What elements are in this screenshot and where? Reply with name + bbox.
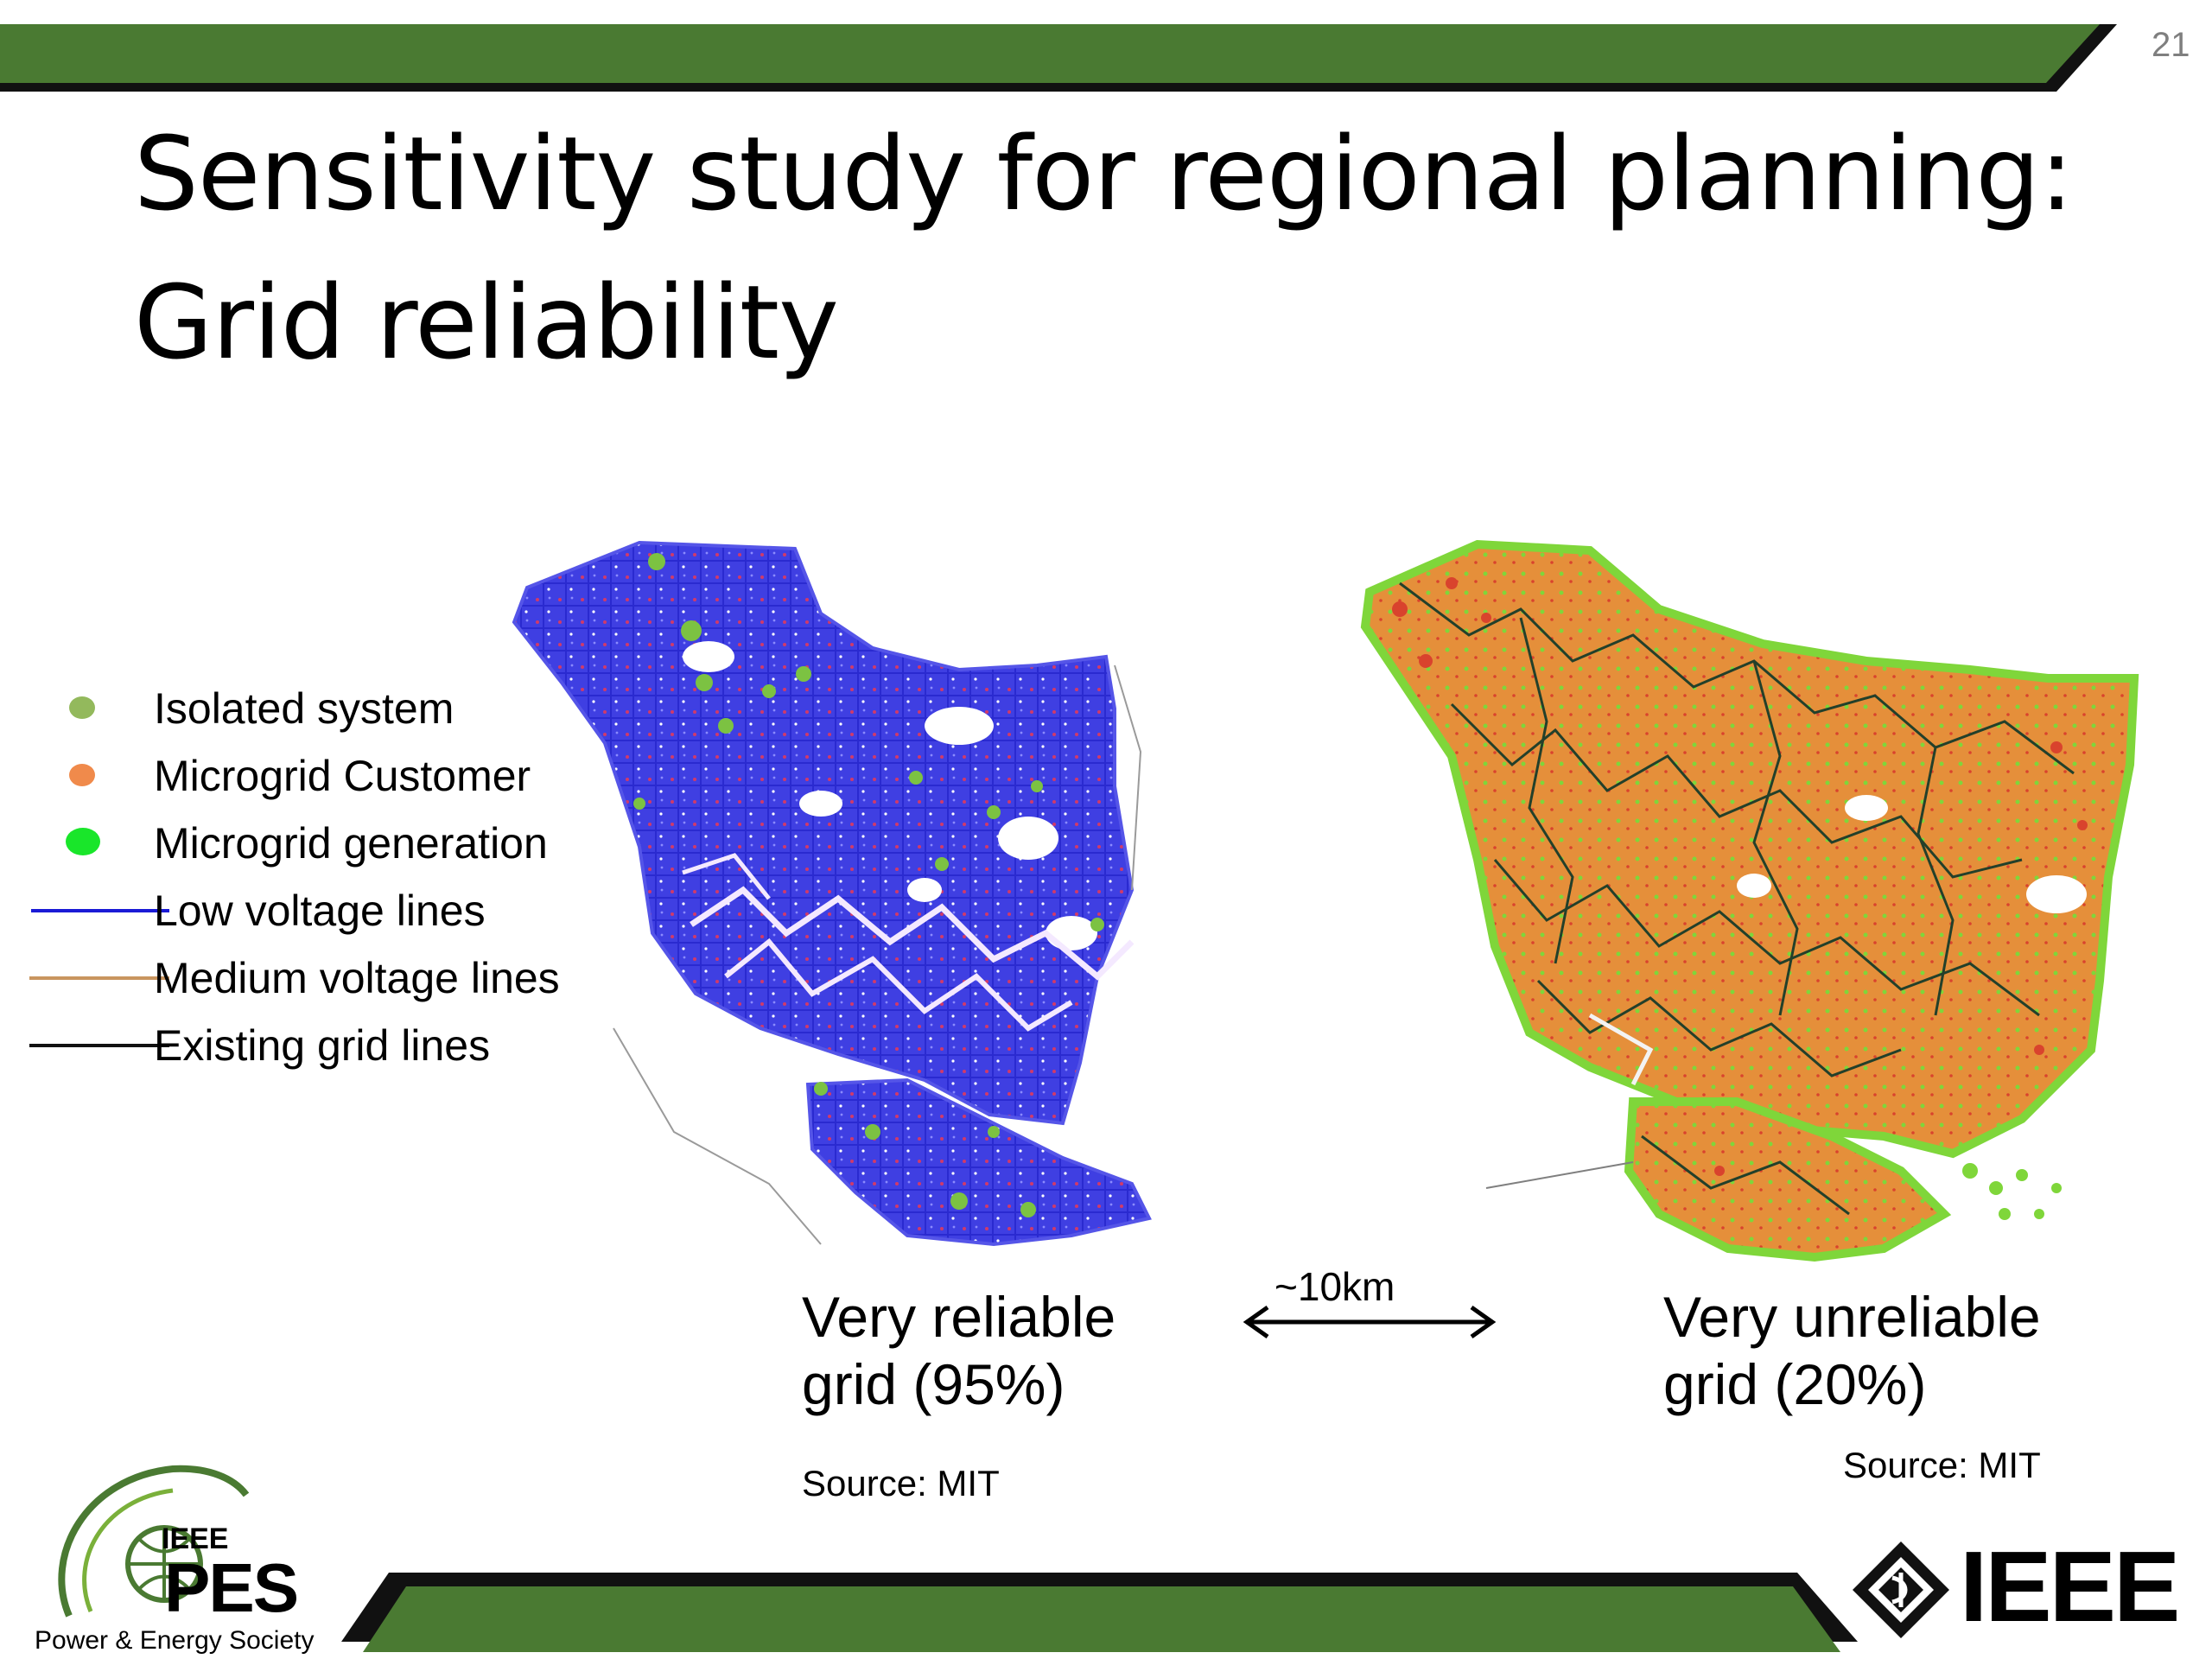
ieee-pes-logo: IEEE PES Power & Energy Society xyxy=(26,1460,320,1659)
scale-label: ~10km xyxy=(1274,1264,1395,1309)
pes-wordmark: PES xyxy=(164,1549,299,1626)
isolated-system-dot-icon xyxy=(69,696,95,719)
unreliable-grid-map xyxy=(1360,539,2139,1262)
legend-item-low-voltage-lines: Low voltage lines xyxy=(26,885,588,937)
microgrid-customer-dot-icon xyxy=(69,764,95,786)
low-voltage-line-icon xyxy=(31,909,169,912)
reliable-grid-map xyxy=(512,540,1152,1247)
pes-society-name: Power & Energy Society xyxy=(35,1626,315,1655)
ieee-logo: IEEE xyxy=(1849,1530,2203,1643)
unreliable-grid-caption: Very unreliable grid (20%) xyxy=(1663,1285,2041,1416)
ieee-diamond-icon xyxy=(1853,1541,1949,1638)
page-number: 21 xyxy=(2152,26,2190,64)
reliable-grid-caption: Very reliable grid (95%) xyxy=(802,1285,1116,1416)
title-line-2: Grid reliability xyxy=(134,263,839,382)
legend-item-existing-grid-lines: Existing grid lines xyxy=(26,1020,588,1071)
bottom-band xyxy=(341,1573,1858,1652)
microgrid-generation-dot-icon xyxy=(66,828,100,855)
existing-grid-line-icon xyxy=(29,1044,169,1047)
legend-item-microgrid-generation: Microgrid generation xyxy=(26,817,588,869)
slide-title: Sensitivity study for regional planning:… xyxy=(134,99,2121,397)
left-map-source: Source: MIT xyxy=(802,1463,1000,1503)
top-band xyxy=(0,24,2117,92)
right-map-source: Source: MIT xyxy=(1843,1445,2041,1485)
title-line-1: Sensitivity study for regional planning: xyxy=(134,114,2074,233)
legend-item-medium-voltage-lines: Medium voltage lines xyxy=(26,952,588,1004)
legend-item-isolated-system: Isolated system xyxy=(26,683,588,734)
scale-double-arrow-icon xyxy=(1243,1305,1497,1339)
ieee-wordmark: IEEE xyxy=(1960,1530,2180,1643)
legend-item-microgrid-customer: Microgrid Customer xyxy=(26,750,588,802)
pes-ieee-wordmark: IEEE xyxy=(162,1522,229,1555)
pes-swoosh-icon xyxy=(58,1465,250,1618)
medium-voltage-line-icon xyxy=(29,976,169,980)
